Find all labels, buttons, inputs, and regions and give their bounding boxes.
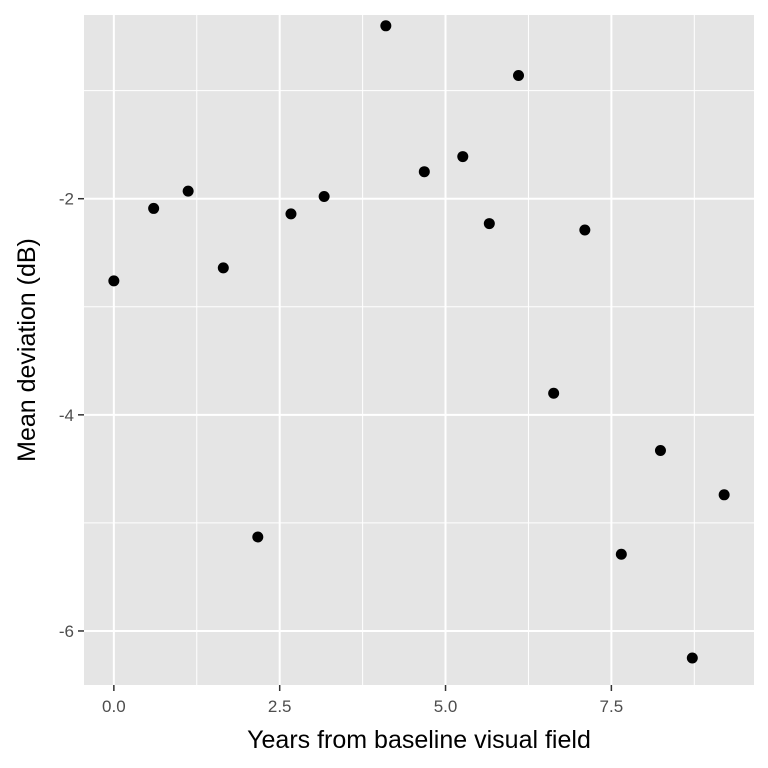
data-point — [148, 202, 160, 214]
x-axis-title: Years from baseline visual field — [247, 726, 591, 754]
x-tick-label: 0.0 — [102, 697, 126, 716]
data-point — [483, 218, 495, 230]
plot-panel — [84, 15, 754, 685]
x-axis-ticks: 0.0 2.5 5.0 7.5 — [102, 685, 623, 716]
data-point — [686, 652, 698, 664]
data-point — [579, 224, 591, 236]
data-point — [513, 70, 525, 82]
data-point — [718, 489, 730, 501]
y-tick-label: -4 — [59, 406, 74, 425]
data-point — [252, 531, 264, 543]
data-point — [615, 548, 627, 560]
major-gridlines — [84, 15, 754, 685]
minor-gridlines — [84, 15, 754, 685]
x-tick-label: 7.5 — [600, 697, 624, 716]
y-tick-label: -6 — [59, 622, 74, 641]
data-point — [318, 191, 330, 203]
x-tick-label: 5.0 — [434, 697, 458, 716]
data-point — [285, 208, 297, 220]
y-axis-title: Mean deviation (dB) — [13, 238, 41, 462]
data-point — [380, 20, 392, 32]
y-tick-label: -2 — [59, 190, 74, 209]
x-tick-label: 2.5 — [268, 697, 292, 716]
data-point — [654, 445, 666, 456]
data-point — [217, 262, 229, 274]
data-points — [108, 20, 730, 664]
data-point — [108, 275, 120, 287]
data-point — [548, 387, 560, 399]
y-axis-ticks: -2 -4 -6 — [59, 190, 84, 641]
data-point — [182, 185, 194, 197]
data-point — [418, 166, 430, 178]
data-point — [457, 151, 469, 163]
